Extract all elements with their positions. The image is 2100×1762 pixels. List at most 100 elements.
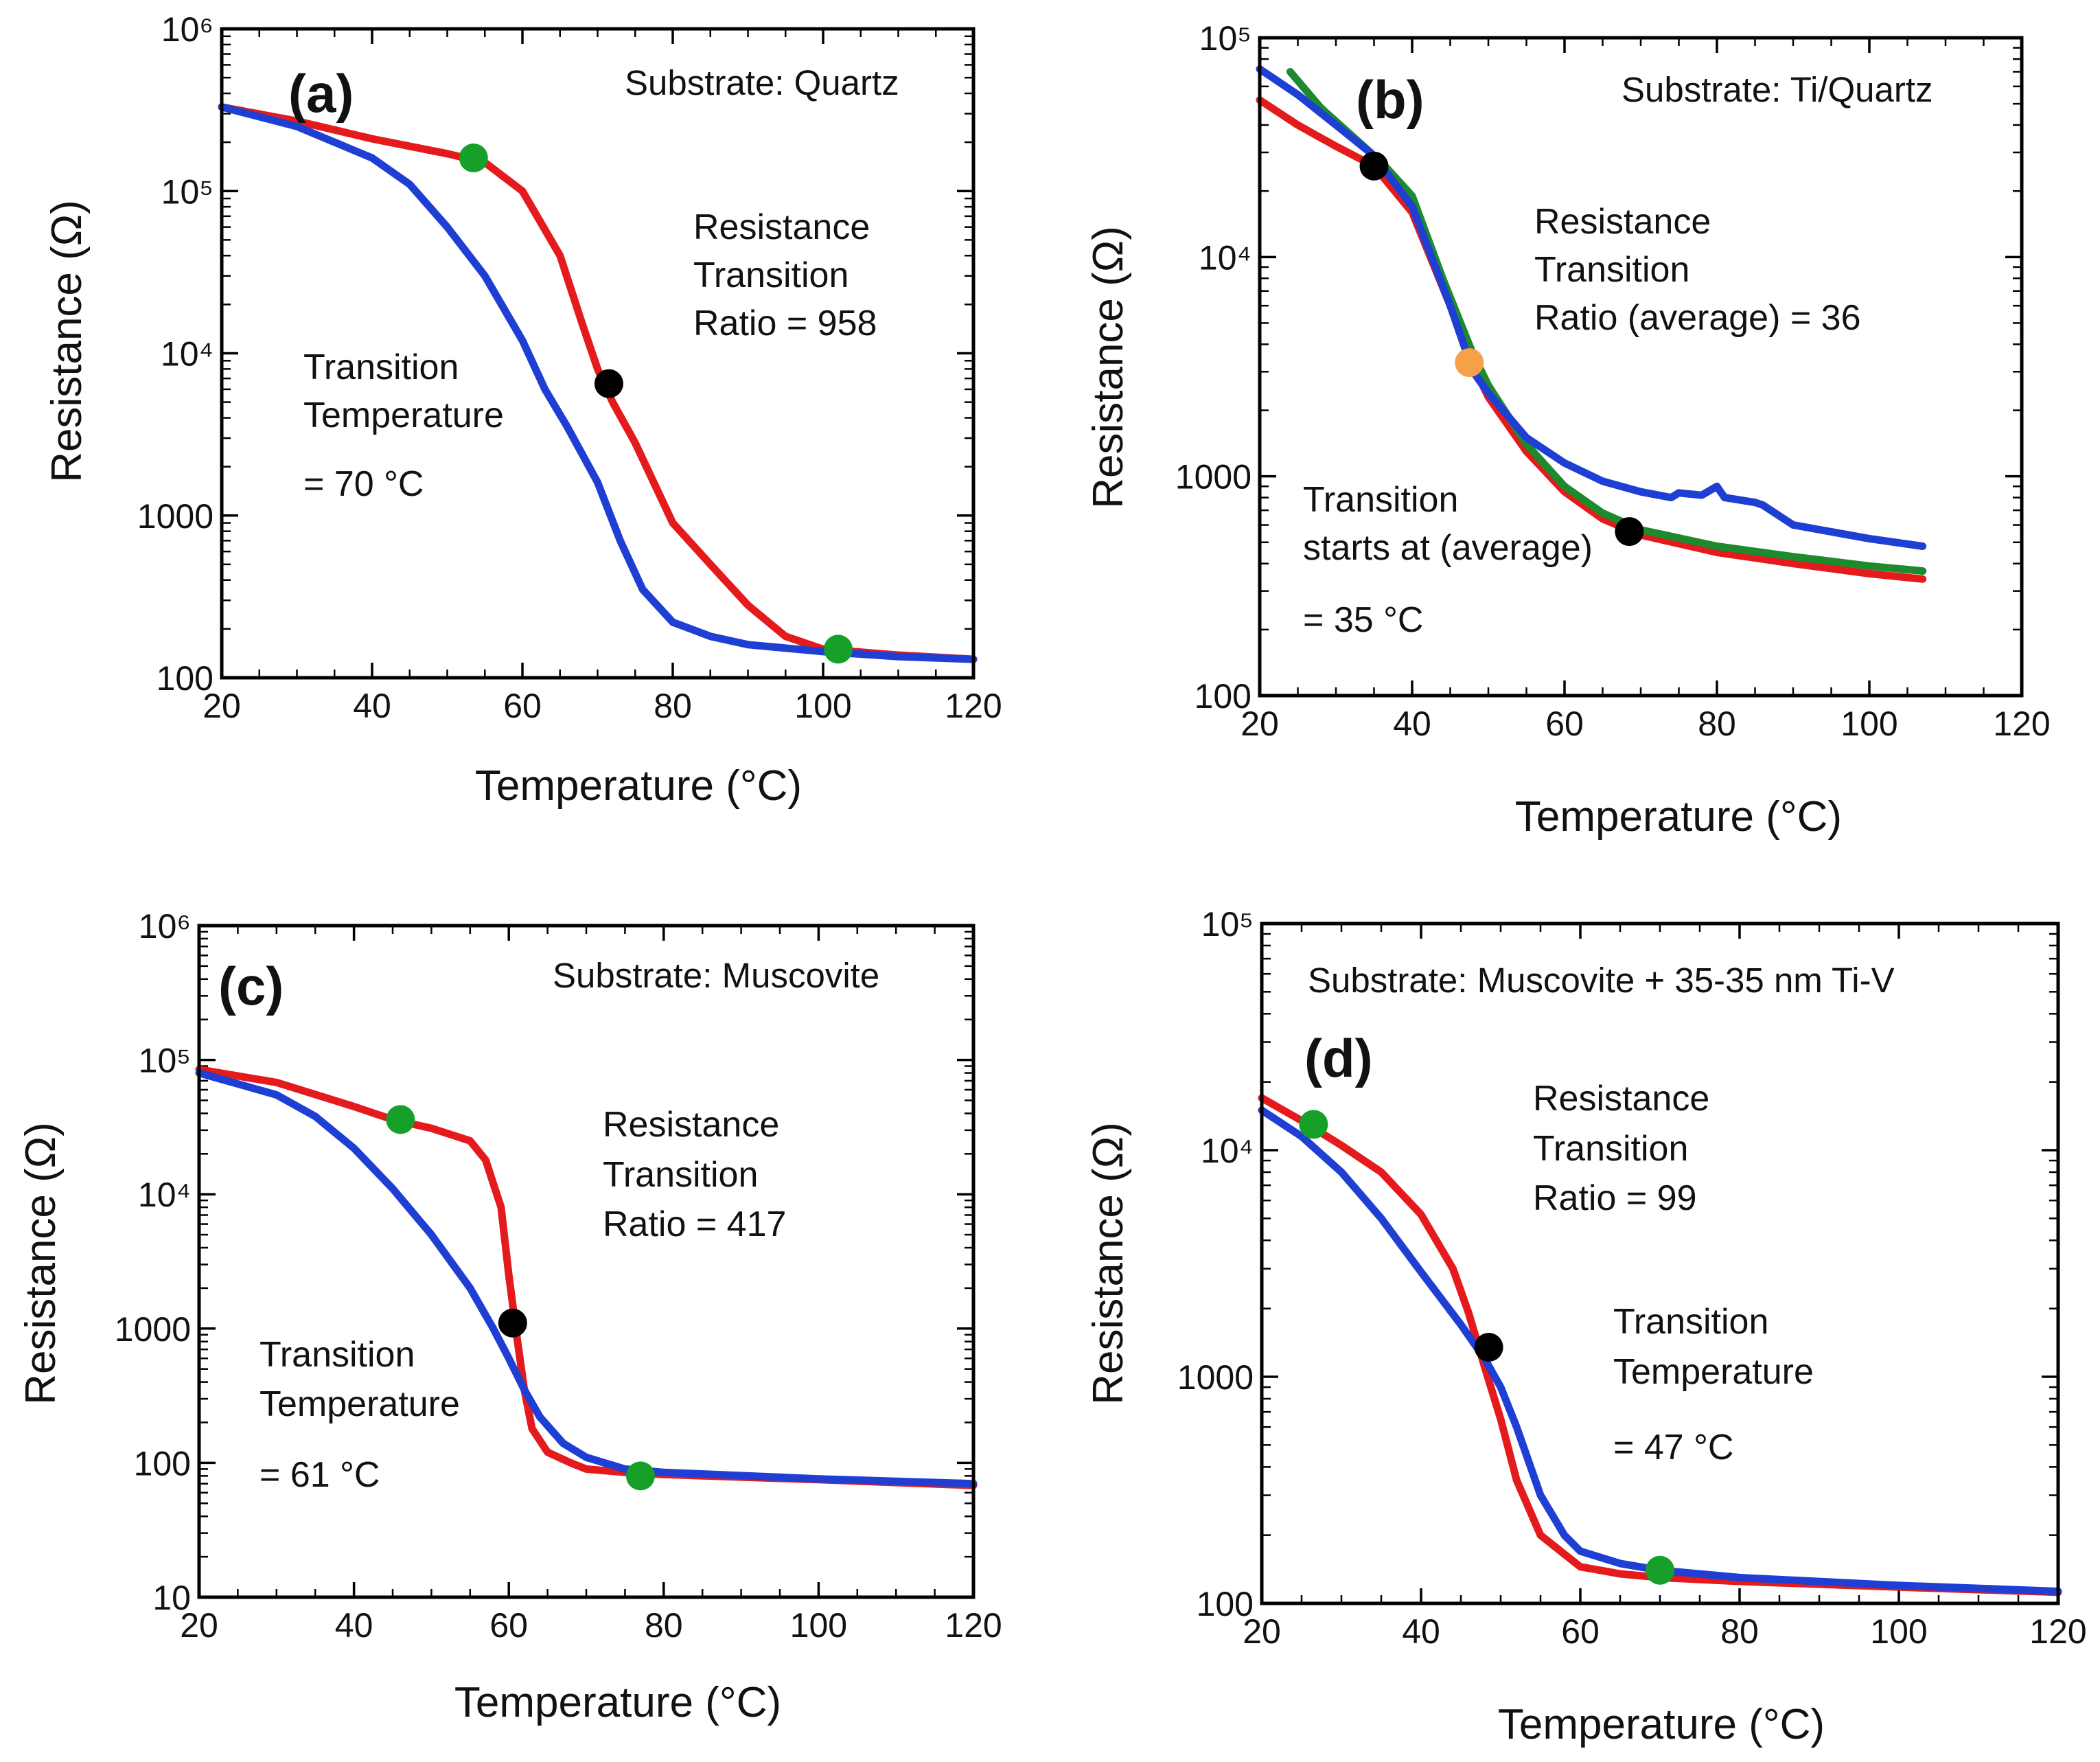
panel-a-y-tick-label: 10⁵ bbox=[161, 172, 214, 211]
panel-d-x-tick-label: 80 bbox=[1720, 1612, 1759, 1651]
panel-d-transition-marker bbox=[1299, 1110, 1328, 1139]
panel-c-transition-marker bbox=[386, 1105, 415, 1134]
panel-a-transition-marker bbox=[459, 144, 488, 173]
panel-b-x-tick-label: 60 bbox=[1545, 705, 1584, 743]
panel-c-plot-frame bbox=[197, 924, 976, 1599]
panel-d-y-tick-label: 10⁴ bbox=[1201, 1132, 1254, 1170]
panel-d-plot-frame bbox=[1260, 922, 2060, 1605]
panel-a-y-axis-title: Resistance (Ω) bbox=[43, 200, 91, 483]
panel-c-transition-marker bbox=[625, 1461, 655, 1491]
panel-b-temp-line-1: Transition bbox=[1303, 480, 1458, 520]
panel-d-y-tick-label: 100 bbox=[1197, 1585, 1254, 1623]
panel-c-y-axis-title: Resistance (Ω) bbox=[17, 1122, 65, 1405]
panel-a-ratio-line-1: Resistance bbox=[693, 207, 870, 247]
panel-a-x-tick-label: 60 bbox=[503, 687, 542, 725]
panel-b-x-axis-title: Temperature (°C) bbox=[1515, 793, 1842, 840]
panel-b-ratio-line-1: Resistance bbox=[1534, 202, 1711, 242]
panel-c-x-axis-title: Temperature (°C) bbox=[454, 1679, 781, 1726]
panel-c-x-tick-label: 100 bbox=[790, 1606, 847, 1645]
panel-c-y-tick-label: 10 bbox=[152, 1579, 191, 1617]
panel-a-x-axis-title: Temperature (°C) bbox=[475, 762, 802, 810]
panel-d-label: (d) bbox=[1304, 1028, 1373, 1088]
panel-a-y-tick-label: 100 bbox=[157, 659, 214, 698]
panel-d-series-cooling bbox=[1258, 1106, 2062, 1595]
panel-c-x-tick-label: 120 bbox=[945, 1606, 1002, 1645]
panel-b-transition-marker bbox=[1359, 151, 1389, 181]
panel-c-x-tick-label: 60 bbox=[489, 1606, 528, 1645]
panel-d-temp-line-1: Transition bbox=[1613, 1302, 1768, 1342]
panel-b-series-blue bbox=[1256, 65, 1927, 550]
panel-d-x-tick-label: 40 bbox=[1402, 1612, 1440, 1651]
panel-b-x-tick-label: 20 bbox=[1241, 705, 1279, 743]
panel-b-x-tick-label: 40 bbox=[1393, 705, 1431, 743]
panel-d-series-heating bbox=[1258, 1094, 2062, 1597]
panel-c-ratio-line-1: Resistance bbox=[603, 1105, 779, 1145]
panel-b-temp-line-2: starts at (average) bbox=[1303, 528, 1593, 568]
panel-d-transition-marker bbox=[1646, 1555, 1674, 1585]
panel-b-transition-marker bbox=[1615, 517, 1644, 547]
panel-d-x-tick-label: 100 bbox=[1870, 1612, 1927, 1651]
panel-c-label: (c) bbox=[218, 956, 284, 1016]
panel-d-x-tick-label: 120 bbox=[2029, 1612, 2086, 1651]
panel-a-x-tick-label: 100 bbox=[794, 687, 851, 725]
panel-d-ratio-line-1: Resistance bbox=[1533, 1079, 1709, 1119]
panel-b-x-tick-label: 80 bbox=[1698, 705, 1736, 743]
panel-d-temp-line-2: Temperature bbox=[1613, 1352, 1814, 1392]
panel-b-x-tick-label: 120 bbox=[1993, 705, 2050, 743]
panel-b-y-tick-label: 10⁴ bbox=[1199, 238, 1251, 277]
panel-b-y-tick-label: 10⁵ bbox=[1199, 19, 1251, 58]
panel-c-temp-line-1: Transition bbox=[259, 1335, 415, 1375]
panel-a-y-tick-label: 10⁴ bbox=[161, 335, 214, 374]
panel-b-transition-marker bbox=[1455, 348, 1484, 378]
panel-c-markers bbox=[386, 1105, 655, 1491]
panel-c-x-tick-label: 20 bbox=[180, 1606, 218, 1645]
panel-a-x-tick-label: 20 bbox=[203, 687, 241, 725]
panel-b-y-tick-label: 100 bbox=[1195, 677, 1251, 716]
panel-d-x-tick-label: 20 bbox=[1243, 1612, 1281, 1651]
panel-c-temp-line-3: = 61 °C bbox=[259, 1455, 380, 1495]
panel-c-temp-line-2: Temperature bbox=[259, 1384, 460, 1424]
panel-c: 20 40 60 80 100 120 10 100 1000 10⁴ 10⁵ 10⁶ (c) Sub… bbox=[17, 907, 1002, 1726]
panel-a-x-tick-label: 80 bbox=[654, 687, 692, 725]
panel-b: 20 40 60 80 100 120 100 1000 10⁴ 10⁵ (b) Substrat… bbox=[1085, 19, 2051, 840]
panel-a-ratio-line-3: Ratio = 958 bbox=[693, 304, 877, 343]
panel-a-substrate-label: Substrate: Quartz bbox=[625, 63, 899, 102]
panel-d: 20 40 60 80 100 120 100 1000 10⁴ 10⁵ (d) Substrat… bbox=[1085, 905, 2087, 1748]
panel-b-plot-frame bbox=[1258, 36, 2024, 698]
panel-a: 20 40 60 80 100 120 100 1000 10⁴ 10⁵ 10⁶ (a) Subst… bbox=[43, 10, 1002, 810]
panel-a-markers bbox=[459, 144, 853, 664]
panel-d-transition-marker bbox=[1474, 1332, 1503, 1362]
panel-b-x-tick-label: 100 bbox=[1841, 705, 1897, 743]
panel-d-y-tick-label: 1000 bbox=[1177, 1358, 1254, 1397]
panel-b-label: (b) bbox=[1356, 69, 1424, 130]
panel-a-series-cooling bbox=[218, 103, 978, 663]
panel-d-temp-line-3: = 47 °C bbox=[1613, 1428, 1733, 1467]
panel-d-ratio-line-3: Ratio = 99 bbox=[1533, 1178, 1697, 1218]
panel-b-ratio-line-3: Ratio (average) = 36 bbox=[1534, 298, 1861, 338]
panel-b-markers bbox=[1359, 151, 1644, 547]
panel-a-x-tick-label: 120 bbox=[945, 687, 1002, 725]
panel-a-transition-marker bbox=[823, 634, 853, 664]
panel-a-label: (a) bbox=[288, 63, 354, 124]
panel-a-y-tick-label: 10⁶ bbox=[161, 10, 214, 49]
panel-b-temp-line-3: = 35 °C bbox=[1303, 600, 1423, 640]
panel-d-x-axis-title: Temperature (°C) bbox=[1498, 1701, 1825, 1748]
panel-d-ratio-line-2: Transition bbox=[1533, 1129, 1688, 1169]
panel-a-y-tick-label: 1000 bbox=[137, 497, 214, 536]
panel-a-ratio-line-2: Transition bbox=[693, 255, 849, 295]
panel-c-substrate-label: Substrate: Muscovite bbox=[553, 956, 879, 995]
panel-b-series-red bbox=[1256, 96, 1927, 583]
panel-d-axes: 20 40 60 80 100 120 100 1000 10⁴ 10⁵ bbox=[1177, 905, 2087, 1651]
panel-c-y-tick-label: 10⁴ bbox=[138, 1176, 191, 1214]
panel-a-axes: 20 40 60 80 100 120 100 1000 10⁴ 10⁵ 10⁶ bbox=[137, 10, 1002, 725]
panel-d-substrate-label: Substrate: Muscovite + 35-35 nm Ti-V bbox=[1308, 961, 1895, 1000]
panel-b-y-axis-title: Resistance (Ω) bbox=[1085, 226, 1132, 509]
panel-c-transition-marker bbox=[498, 1308, 527, 1338]
panel-d-x-tick-label: 60 bbox=[1561, 1612, 1600, 1651]
panel-a-x-tick-label: 40 bbox=[353, 687, 391, 725]
panel-a-temp-line-2: Temperature bbox=[303, 396, 504, 435]
panel-d-y-axis-title: Resistance (Ω) bbox=[1085, 1122, 1132, 1405]
panel-a-temp-line-1: Transition bbox=[303, 347, 459, 387]
panel-c-y-tick-label: 10⁵ bbox=[139, 1042, 191, 1080]
